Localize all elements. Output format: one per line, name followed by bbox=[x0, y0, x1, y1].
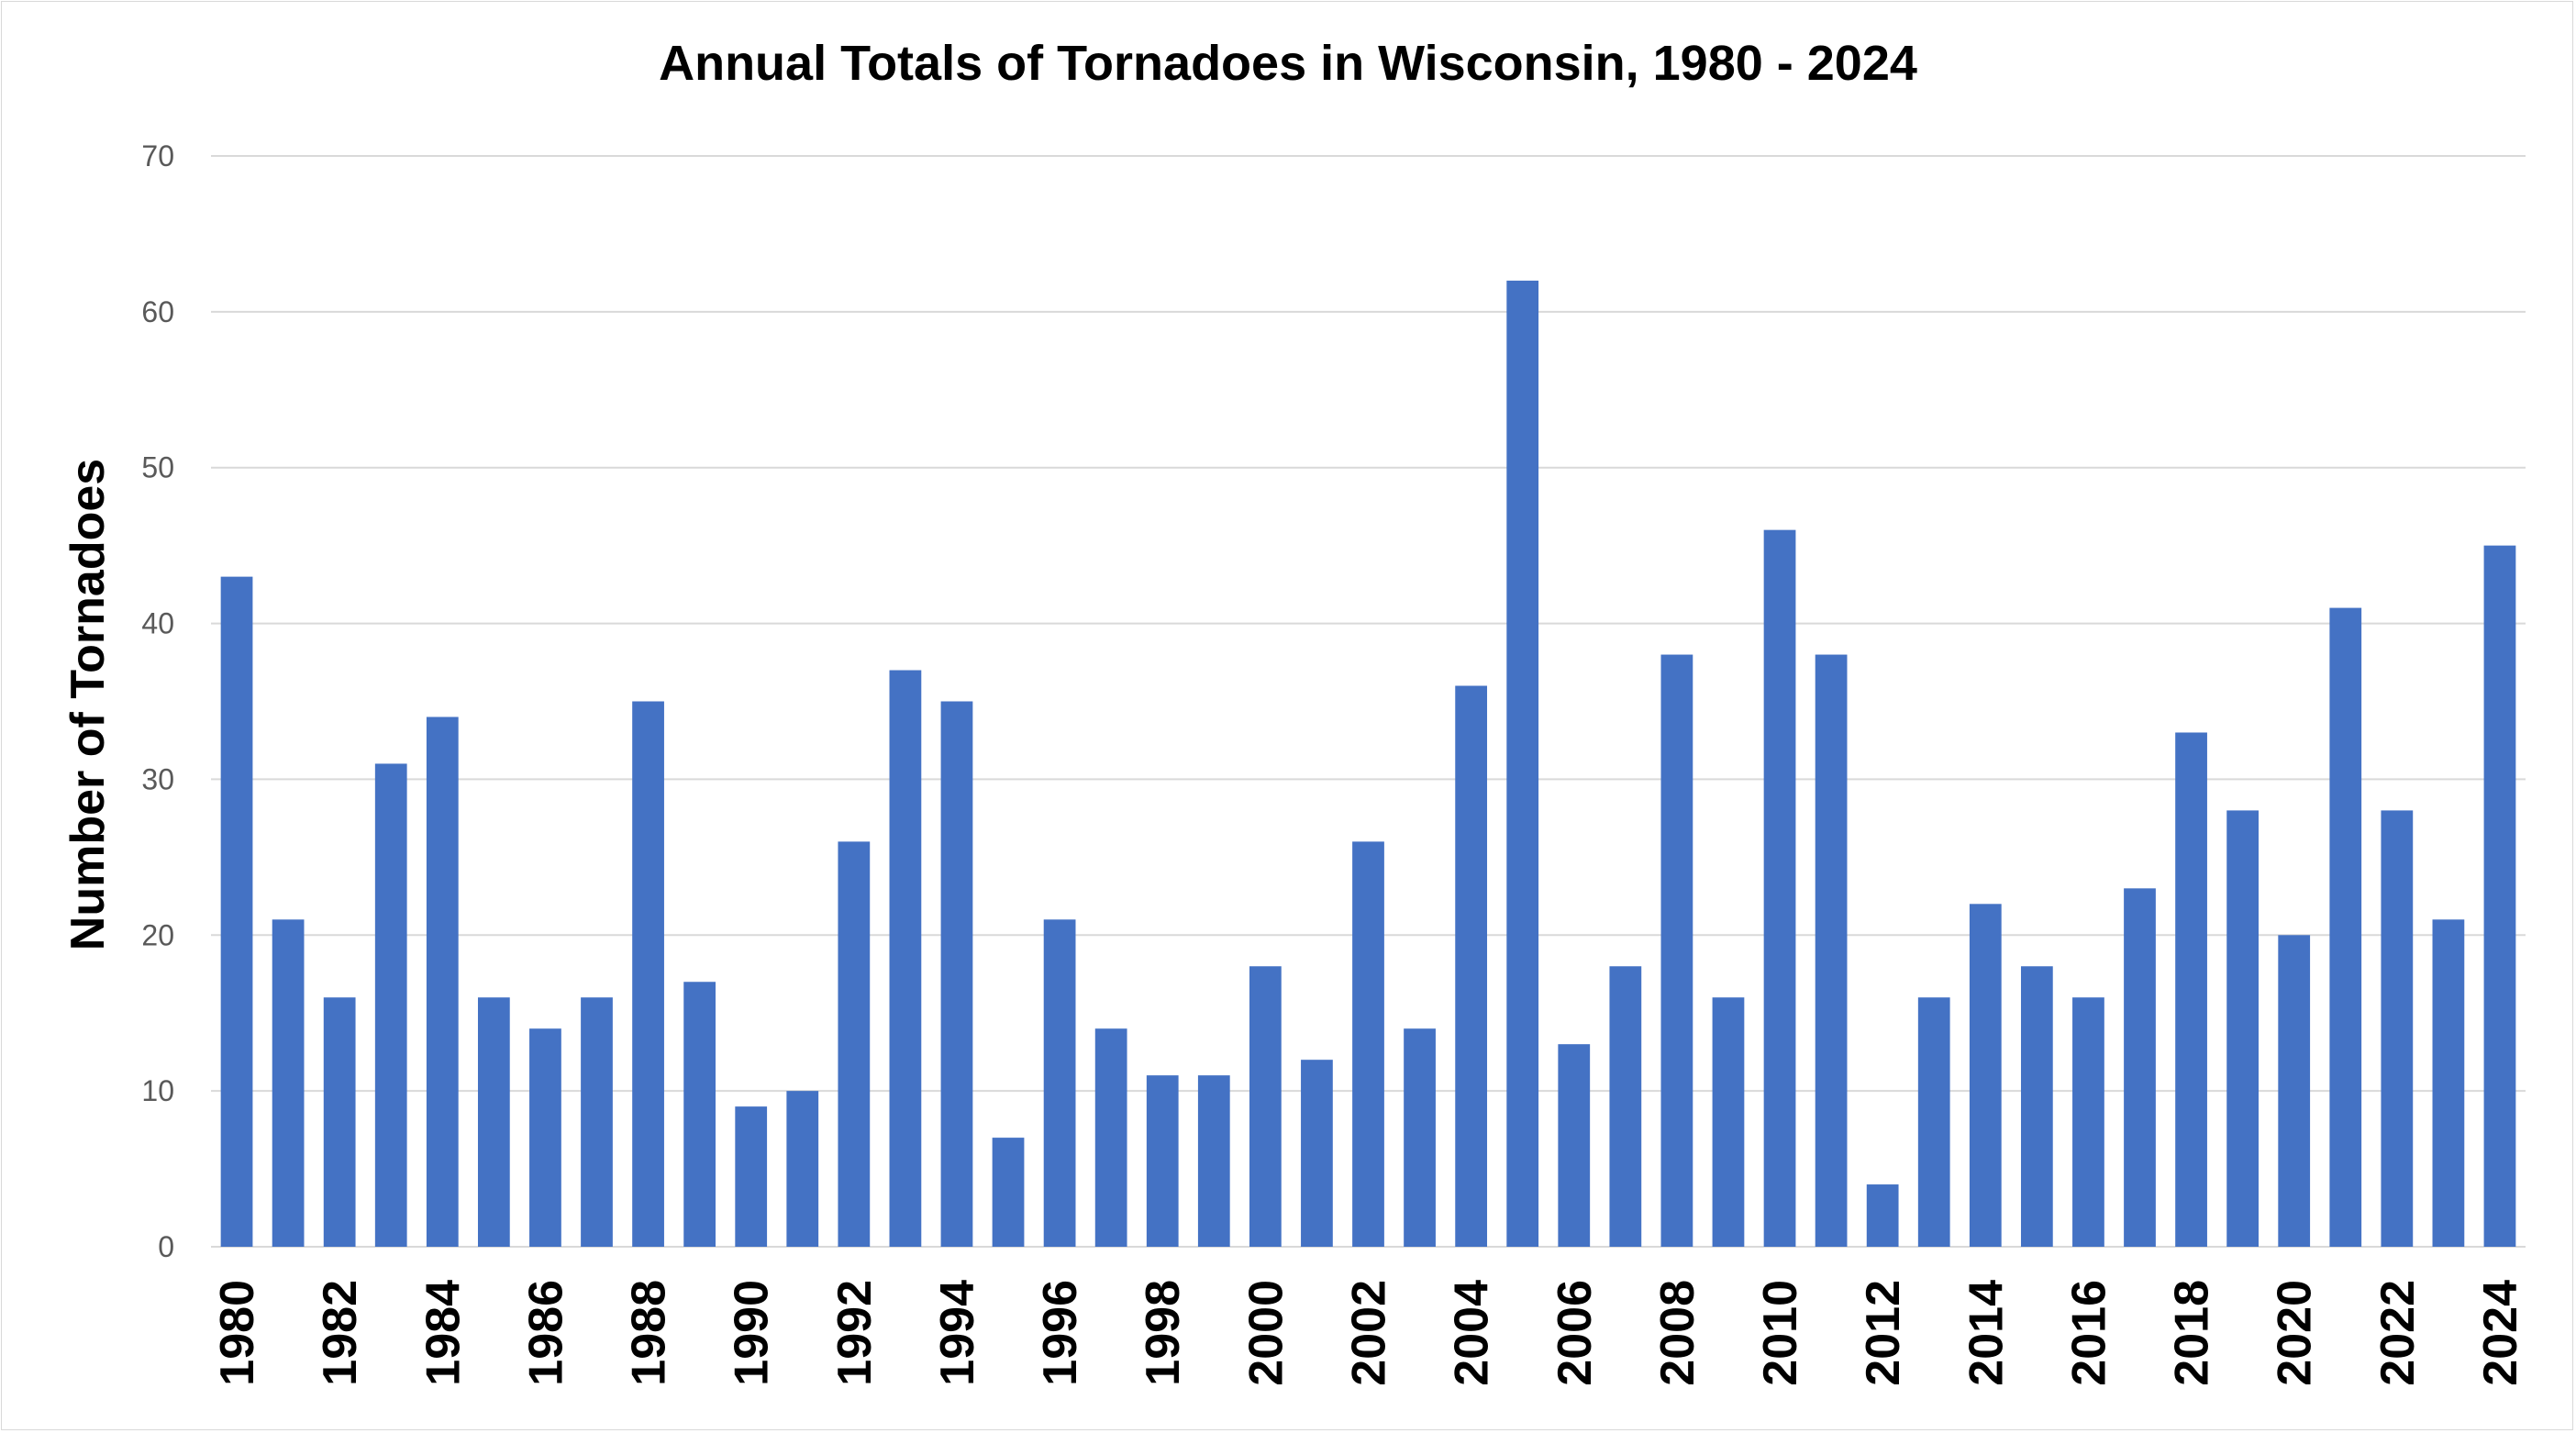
x-tick-label: 2008 bbox=[1651, 1280, 1704, 1386]
bar-1991 bbox=[786, 1091, 819, 1247]
bar-2013 bbox=[1917, 997, 1950, 1247]
bar-2005 bbox=[1506, 280, 1539, 1247]
bar-1992 bbox=[838, 841, 871, 1247]
bar-1988 bbox=[632, 701, 664, 1247]
y-tick-label: 70 bbox=[141, 139, 174, 172]
x-tick-label: 1994 bbox=[931, 1280, 984, 1386]
bar-2008 bbox=[1660, 654, 1693, 1247]
x-tick-label: 1996 bbox=[1034, 1280, 1087, 1386]
bar-1982 bbox=[323, 997, 356, 1247]
bar-2010 bbox=[1763, 529, 1796, 1247]
x-tick-label: 2002 bbox=[1343, 1280, 1396, 1386]
bar-1996 bbox=[1043, 919, 1076, 1247]
x-tick-label: 2012 bbox=[1857, 1280, 1910, 1386]
x-tick-label: 2020 bbox=[2269, 1280, 2322, 1386]
bar-2023 bbox=[2432, 919, 2465, 1247]
bars bbox=[220, 280, 2516, 1247]
bar-1986 bbox=[529, 1028, 561, 1247]
y-axis-label: Number of Tornadoes bbox=[61, 459, 115, 950]
x-tick-label: 2010 bbox=[1754, 1280, 1807, 1386]
bar-2024 bbox=[2483, 545, 2516, 1247]
y-tick-label: 0 bbox=[158, 1230, 174, 1263]
x-tick-label: 1990 bbox=[726, 1280, 779, 1386]
bar-2019 bbox=[2226, 810, 2260, 1247]
bar-2021 bbox=[2329, 607, 2362, 1247]
bar-2007 bbox=[1609, 966, 1642, 1247]
chart-title: Annual Totals of Tornadoes in Wisconsin,… bbox=[659, 36, 1917, 91]
bar-1985 bbox=[477, 997, 510, 1247]
x-tick-label: 1980 bbox=[211, 1280, 264, 1386]
bar-2009 bbox=[1712, 997, 1745, 1247]
bar-2011 bbox=[1815, 654, 1848, 1247]
y-tick-label: 60 bbox=[141, 295, 174, 328]
bar-1981 bbox=[272, 919, 305, 1247]
x-tick-label: 1988 bbox=[623, 1280, 676, 1386]
bar-2020 bbox=[2278, 935, 2311, 1247]
x-tick-label: 2016 bbox=[2062, 1280, 2115, 1386]
bar-1998 bbox=[1146, 1075, 1179, 1247]
bar-2015 bbox=[2020, 966, 2053, 1247]
bar-2017 bbox=[2124, 888, 2156, 1247]
bar-1997 bbox=[1094, 1028, 1127, 1247]
bar-1989 bbox=[683, 982, 716, 1247]
x-tick-label: 1998 bbox=[1137, 1280, 1190, 1386]
x-tick-labels: 1980 1982 1984 1986 1988 1990 1992 1994 1996 1998… bbox=[211, 1280, 2527, 1386]
x-tick-label: 1992 bbox=[828, 1280, 882, 1386]
bar-2006 bbox=[1558, 1044, 1591, 1247]
x-tick-label: 1984 bbox=[416, 1280, 470, 1386]
x-tick-label: 2024 bbox=[2474, 1280, 2527, 1386]
x-tick-label: 2000 bbox=[1239, 1280, 1293, 1386]
bar-2016 bbox=[2072, 997, 2104, 1247]
x-tick-label: 2018 bbox=[2166, 1280, 2219, 1386]
bar-2004 bbox=[1455, 685, 1488, 1247]
bar-1999 bbox=[1197, 1075, 1230, 1247]
bar-2018 bbox=[2175, 732, 2207, 1247]
bar-2002 bbox=[1352, 841, 1384, 1247]
bar-2014 bbox=[1969, 904, 2002, 1247]
bar-1994 bbox=[940, 701, 973, 1247]
x-tick-label: 1982 bbox=[314, 1280, 367, 1386]
x-tick-label: 2004 bbox=[1446, 1280, 1499, 1386]
y-tick-label: 30 bbox=[141, 762, 174, 795]
bar-2003 bbox=[1404, 1028, 1436, 1247]
bar-1984 bbox=[426, 716, 459, 1247]
bar-2012 bbox=[1866, 1184, 1899, 1247]
y-tick-labels: 0 10 20 30 40 50 60 70 bbox=[141, 139, 174, 1263]
x-tick-label: 1986 bbox=[519, 1280, 572, 1386]
bar-1995 bbox=[992, 1138, 1025, 1247]
bar-1987 bbox=[581, 997, 613, 1247]
x-tick-label: 2022 bbox=[2371, 1280, 2425, 1386]
y-tick-label: 20 bbox=[141, 918, 174, 951]
bar-2000 bbox=[1249, 966, 1282, 1247]
y-tick-label: 40 bbox=[141, 607, 174, 640]
x-tick-label: 2014 bbox=[1960, 1280, 2013, 1386]
y-tick-label: 10 bbox=[141, 1074, 174, 1107]
y-tick-label: 50 bbox=[141, 451, 174, 484]
bar-1980 bbox=[220, 576, 253, 1247]
bar-1993 bbox=[889, 670, 922, 1247]
bar-2001 bbox=[1301, 1060, 1333, 1247]
bar-2022 bbox=[2381, 810, 2414, 1247]
x-tick-label: 2006 bbox=[1549, 1280, 1602, 1386]
bar-1990 bbox=[735, 1106, 768, 1247]
bar-1983 bbox=[374, 763, 407, 1247]
